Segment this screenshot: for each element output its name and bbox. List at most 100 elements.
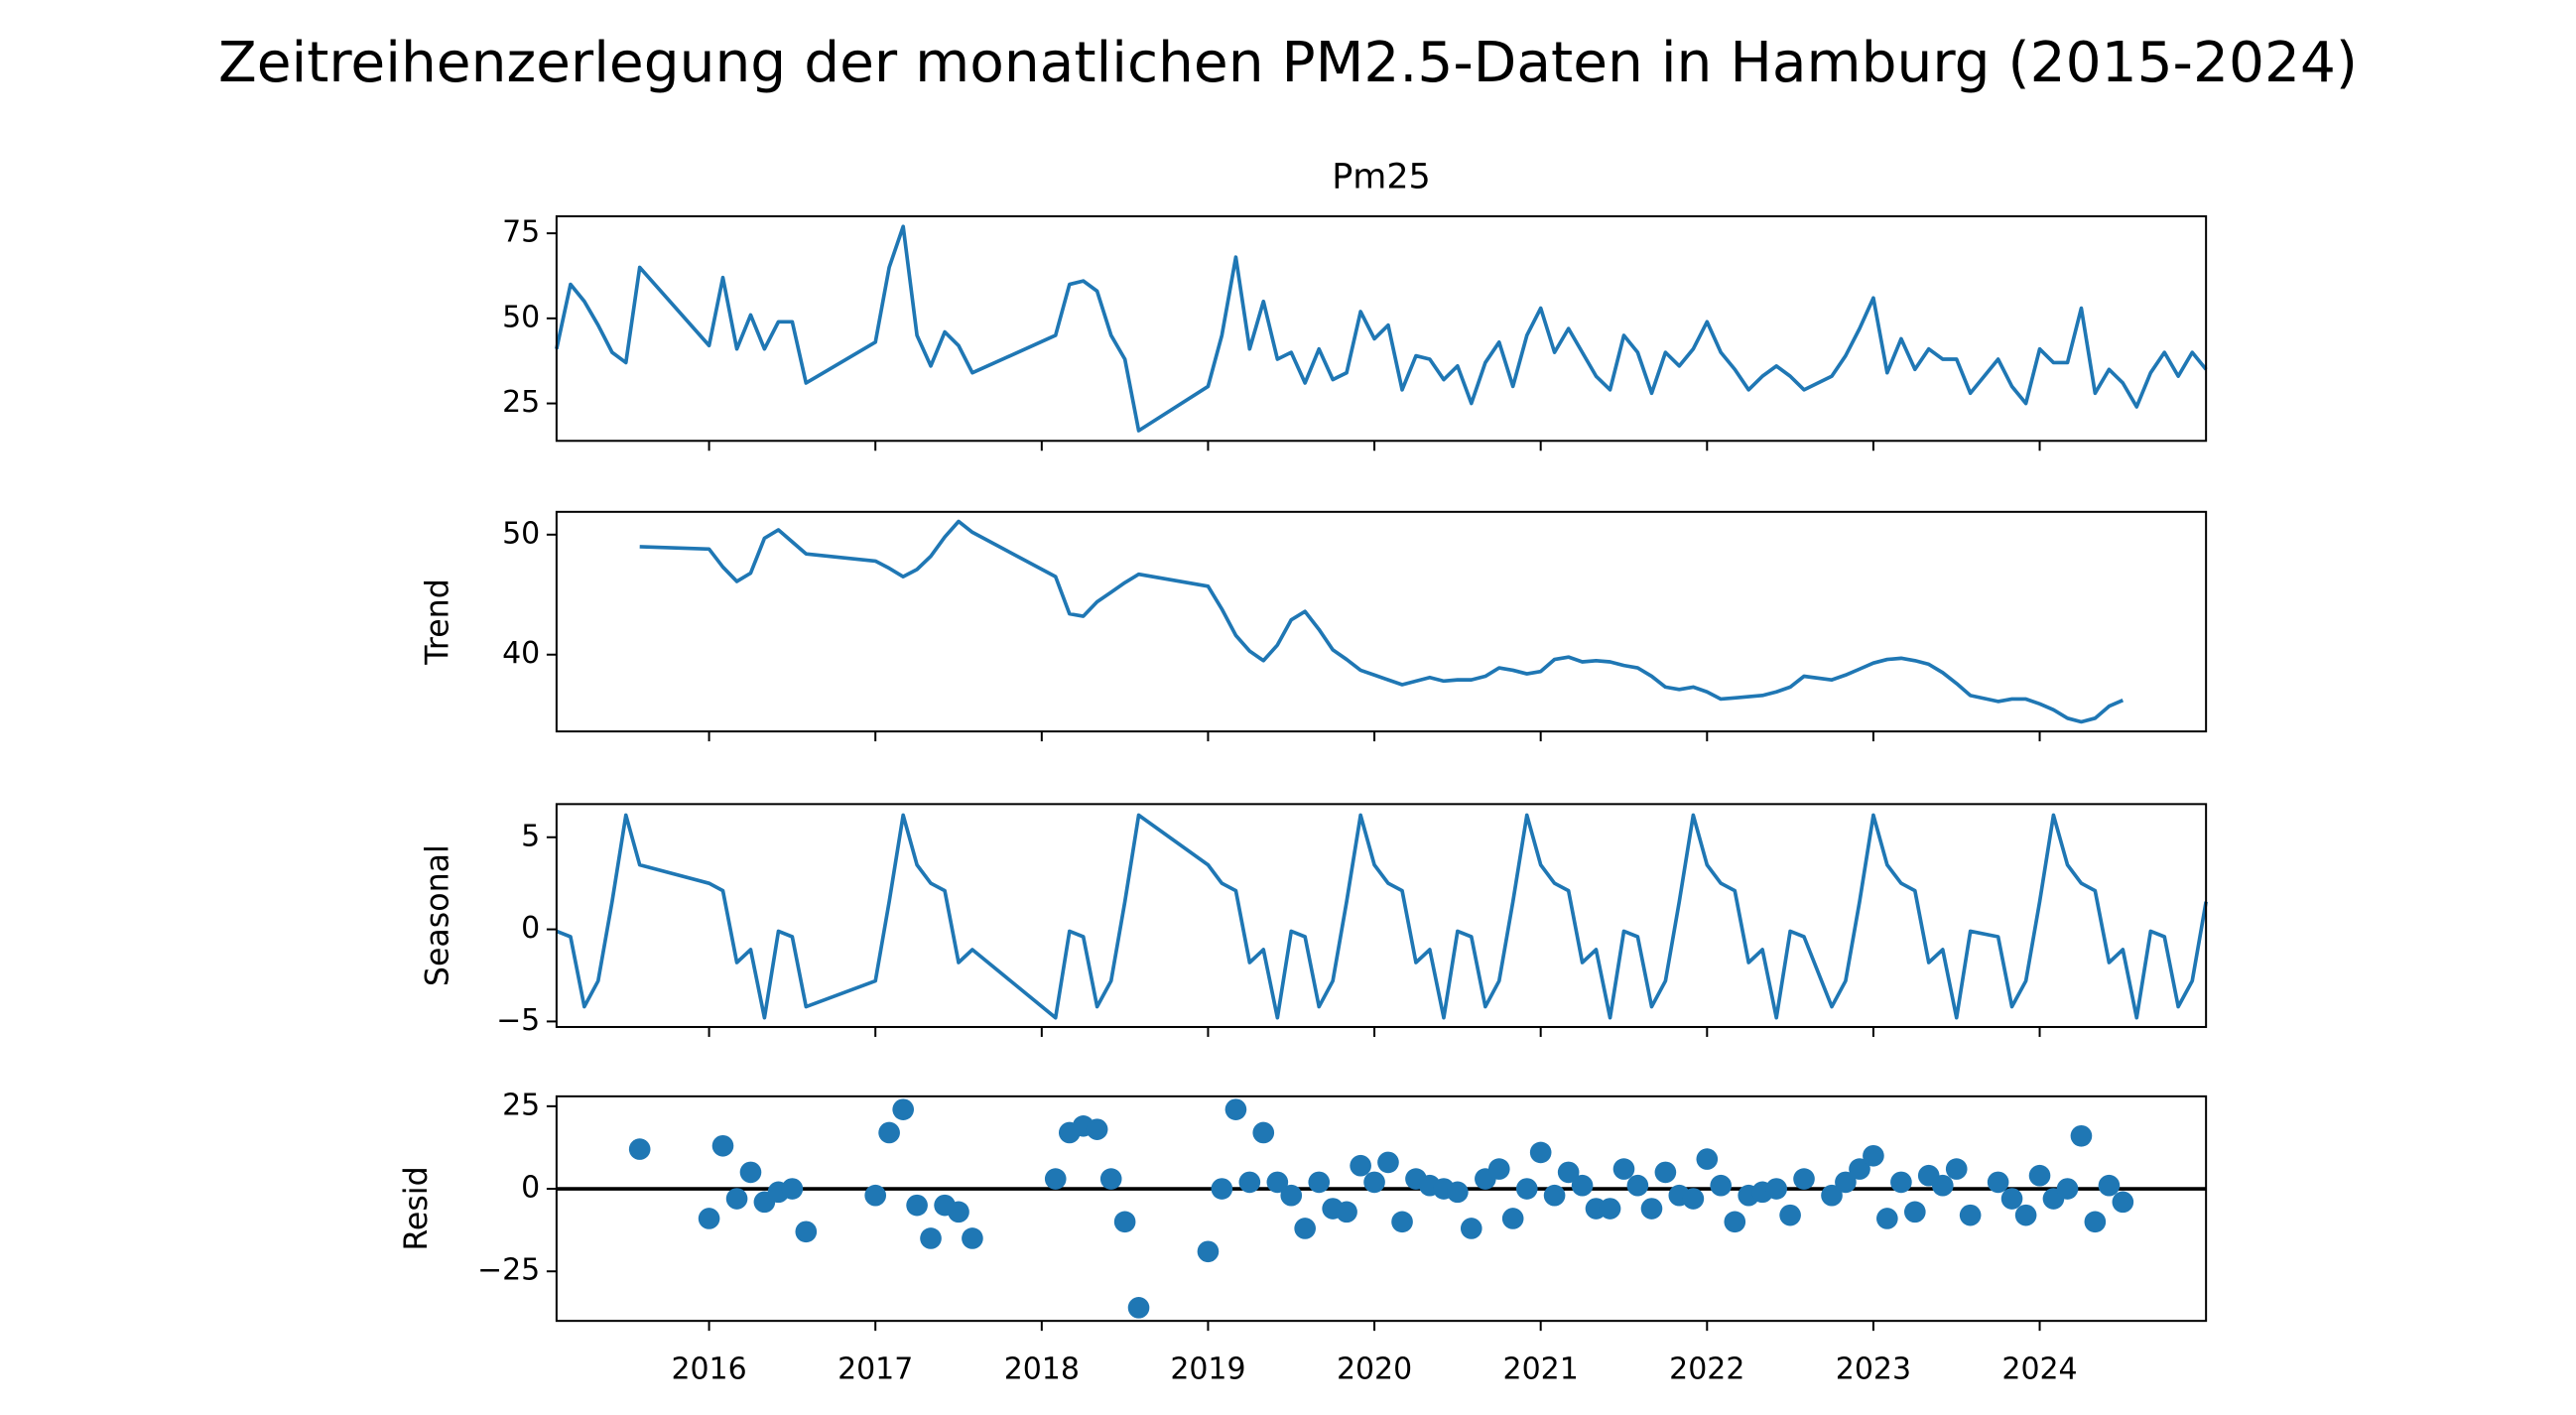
line: [555, 224, 2208, 433]
point: [1197, 1240, 1220, 1263]
point: [1724, 1211, 1746, 1233]
point: [1252, 1121, 1275, 1144]
y-tick-label: 0: [521, 911, 540, 946]
x-tick-label: 2019: [1170, 1352, 1245, 1387]
point: [1099, 1168, 1122, 1190]
point: [864, 1184, 887, 1207]
point: [1682, 1188, 1705, 1210]
y-tick-label: 25: [502, 385, 540, 420]
point: [962, 1227, 983, 1249]
y-tick-label: 0: [521, 1171, 540, 1206]
point: [2014, 1204, 2037, 1226]
point: [1543, 1184, 1566, 1207]
x-tick-label: 2020: [1337, 1352, 1412, 1387]
y-tick-label: 5: [521, 819, 540, 853]
point: [1557, 1161, 1580, 1184]
y-axis-label: Resid: [399, 1166, 435, 1250]
point: [1987, 1171, 2009, 1194]
point: [1904, 1201, 1926, 1223]
x-tick-label: 2018: [1004, 1352, 1080, 1387]
point: [1959, 1204, 1982, 1226]
figure-title: Zeitreihenzerlegung der monatlichen PM2.…: [218, 30, 2358, 95]
point: [1086, 1118, 1108, 1140]
point: [795, 1221, 818, 1243]
point: [1626, 1174, 1649, 1197]
point: [1612, 1158, 1635, 1180]
point: [628, 1138, 651, 1160]
point: [1890, 1171, 1912, 1194]
point: [1224, 1098, 1247, 1120]
plot-frame: [555, 803, 2208, 1028]
point: [2028, 1164, 2051, 1187]
point: [1696, 1148, 1719, 1170]
point: [2000, 1188, 2023, 1210]
point: [2084, 1211, 2107, 1233]
point: [1294, 1218, 1316, 1239]
point: [2070, 1124, 2093, 1147]
point: [1336, 1201, 1357, 1223]
point: [878, 1121, 900, 1144]
y-axis-label: Seasonal: [421, 844, 456, 986]
point: [1876, 1208, 1898, 1229]
plot-frame: [555, 214, 2208, 443]
point: [1599, 1198, 1621, 1220]
point: [1044, 1168, 1067, 1190]
point: [1447, 1181, 1469, 1204]
line: [556, 813, 2208, 1020]
line: [639, 519, 2125, 724]
point: [1654, 1161, 1677, 1184]
point: [2112, 1191, 2134, 1214]
point: [1501, 1208, 1524, 1229]
point: [1821, 1184, 1843, 1207]
point: [1529, 1141, 1552, 1164]
point: [725, 1188, 748, 1210]
y-tick-label: 25: [502, 1088, 540, 1122]
point: [1350, 1154, 1371, 1177]
point: [1363, 1171, 1385, 1194]
y-axis-label: Trend: [421, 579, 456, 666]
point: [1793, 1168, 1815, 1190]
subplot-title: Pm25: [1332, 158, 1431, 197]
point: [1515, 1178, 1538, 1200]
x-tick-label: 2024: [2001, 1352, 2077, 1387]
point: [1391, 1211, 1413, 1233]
point: [1765, 1178, 1788, 1200]
x-tick-label: 2021: [1503, 1352, 1579, 1387]
point: [2056, 1178, 2079, 1200]
point: [1308, 1171, 1331, 1194]
x-tick-label: 2023: [1836, 1352, 1911, 1387]
x-tick-label: 2017: [837, 1352, 913, 1387]
point: [948, 1201, 969, 1223]
point: [1863, 1144, 1884, 1167]
y-tick-label: 50: [502, 300, 540, 334]
plot-frame: [555, 1094, 2208, 1323]
point: [711, 1134, 734, 1157]
point: [1377, 1151, 1399, 1174]
y-tick-label: 75: [502, 215, 540, 250]
point: [781, 1178, 804, 1200]
point: [1849, 1158, 1870, 1180]
y-tick-label: −5: [496, 1003, 540, 1038]
point: [1211, 1178, 1233, 1200]
x-tick-label: 2022: [1669, 1352, 1744, 1387]
point: [1238, 1171, 1261, 1194]
point: [2098, 1174, 2121, 1197]
point: [739, 1161, 762, 1184]
y-tick-label: −25: [477, 1253, 540, 1288]
point: [1779, 1204, 1801, 1226]
point: [892, 1098, 915, 1120]
point: [1266, 1171, 1289, 1194]
point: [920, 1227, 942, 1249]
point: [1280, 1184, 1303, 1207]
point: [1487, 1158, 1510, 1180]
point: [1835, 1171, 1857, 1194]
point: [1710, 1174, 1733, 1197]
point: [1931, 1174, 1954, 1197]
point: [1571, 1174, 1594, 1197]
point: [1640, 1198, 1663, 1220]
point: [1113, 1211, 1136, 1233]
x-tick-label: 2016: [671, 1352, 746, 1387]
point: [1127, 1297, 1150, 1319]
point: [906, 1194, 928, 1217]
plot-frame: [555, 510, 2208, 733]
